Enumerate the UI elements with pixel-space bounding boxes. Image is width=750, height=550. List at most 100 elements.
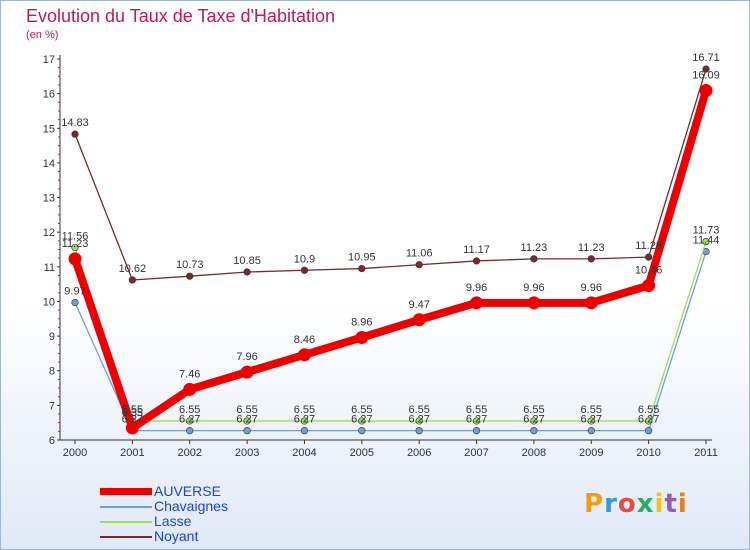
series-line-lasse	[74, 240, 707, 422]
data-label: 6.55	[122, 404, 143, 416]
data-label: 6.27	[408, 414, 429, 426]
data-label: 11.23	[62, 238, 89, 250]
data-point	[300, 266, 309, 274]
data-label: 6.27	[179, 414, 200, 426]
data-point	[702, 65, 710, 73]
data-point	[702, 237, 710, 246]
data-label: 11.23	[521, 242, 548, 254]
x-tick-label: 2006	[407, 447, 431, 459]
data-label: 11.23	[578, 242, 605, 254]
y-tick-label: 13	[43, 193, 55, 205]
data-point	[587, 427, 595, 435]
data-point	[472, 417, 481, 425]
data-point	[68, 252, 82, 266]
data-point	[587, 417, 595, 425]
data-label: 6.35	[122, 407, 143, 419]
data-label: 9.96	[581, 282, 602, 294]
data-point	[645, 417, 653, 425]
logo-letter: o	[617, 489, 637, 519]
chart-subtitle: (en %)	[26, 29, 59, 41]
data-label: 11.56	[62, 230, 89, 242]
x-tick-label: 2009	[579, 447, 603, 459]
chart-title: Evolution du Taux de Taxe d'Habitation	[26, 6, 335, 26]
logo-letter: x	[636, 489, 655, 519]
y-tick-label: 6	[49, 435, 55, 447]
data-point	[530, 255, 538, 263]
logo-letter: t	[664, 489, 678, 519]
logo-letter: P	[584, 489, 605, 519]
data-point	[358, 417, 366, 425]
data-label: 10.85	[233, 255, 261, 267]
data-label: 6.27	[638, 414, 659, 426]
x-tick-label: 2007	[464, 447, 488, 459]
data-point	[415, 427, 423, 435]
y-tick-label: 11	[44, 262, 55, 274]
y-tick-label: 10	[43, 296, 55, 308]
y-tick-label: 16	[43, 89, 55, 101]
data-point	[243, 417, 251, 425]
data-point	[125, 421, 139, 435]
data-label: 16.09	[692, 70, 720, 82]
data-label: 6.27	[122, 414, 143, 426]
data-label: 11.06	[406, 248, 433, 260]
data-label: 7.96	[236, 351, 257, 363]
data-point	[584, 296, 598, 310]
data-point	[645, 427, 653, 435]
data-label: 10.9	[294, 253, 315, 265]
legend-item-auverse: AUVERSE	[100, 484, 228, 499]
data-label: 10.46	[635, 265, 663, 277]
data-label: 10.73	[176, 259, 204, 271]
data-point	[699, 84, 713, 98]
series-line-chavaignes	[74, 250, 707, 432]
data-label: 6.55	[466, 404, 487, 416]
data-label: 16.71	[692, 52, 720, 64]
data-label: 6.55	[179, 404, 200, 416]
data-label: 8.46	[294, 334, 315, 346]
legend-swatch	[100, 520, 152, 523]
x-tick-label: 2000	[63, 447, 87, 459]
data-point	[297, 348, 311, 362]
data-point	[71, 243, 79, 252]
x-tick-label: 2005	[350, 447, 374, 459]
proxiti-logo: Proxiti	[584, 489, 688, 519]
data-point	[527, 296, 541, 310]
data-point	[71, 130, 79, 138]
data-label: 6.55	[236, 404, 257, 416]
data-label: 6.55	[408, 404, 429, 416]
data-point	[415, 417, 423, 425]
data-point	[645, 253, 653, 261]
data-point	[530, 417, 538, 425]
legend-item-lasse: Lasse	[100, 514, 228, 529]
data-point	[355, 330, 369, 344]
legend-swatch	[100, 535, 152, 538]
data-point	[358, 264, 366, 273]
x-tick-label: 2002	[177, 447, 201, 459]
data-point	[186, 417, 194, 425]
data-point	[186, 427, 194, 435]
legend: AUVERSE Chavaignes Lasse Noyant	[100, 484, 228, 544]
data-label: 10.62	[119, 263, 147, 275]
y-tick-label: 7	[49, 400, 55, 412]
legend-item-noyant: Noyant	[100, 529, 228, 544]
data-point	[470, 296, 484, 310]
legend-swatch	[100, 505, 152, 508]
data-label: 11.44	[693, 235, 720, 247]
data-label: 7.46	[179, 368, 200, 380]
logo-letter: i	[654, 489, 665, 519]
data-point	[71, 298, 79, 307]
legend-label: Lasse	[154, 513, 192, 529]
data-point	[186, 272, 194, 280]
data-label: 6.27	[351, 414, 372, 426]
data-point	[300, 427, 309, 435]
logo-letter: i	[677, 489, 688, 519]
data-label: 14.83	[61, 117, 89, 129]
data-label: 8.96	[351, 316, 372, 328]
data-point	[412, 313, 426, 327]
data-label: 6.27	[294, 414, 315, 426]
data-label: 11.28	[635, 240, 662, 252]
data-label: 10.95	[348, 252, 376, 264]
data-label: 6.55	[294, 404, 315, 416]
x-tick-label: 2001	[120, 447, 144, 459]
series-line-auverse	[71, 86, 710, 432]
